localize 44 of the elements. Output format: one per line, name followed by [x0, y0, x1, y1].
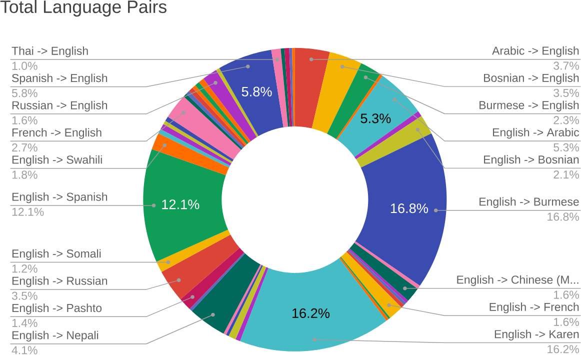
data-label: 1.6%: [554, 318, 579, 326]
data-label: 3.7%: [554, 62, 579, 70]
data-label: 3.5%: [12, 292, 38, 300]
data-label: 4.1%: [12, 346, 38, 354]
slice-label: English -> Bosnian: [484, 155, 579, 166]
slice-label: French -> English: [12, 128, 102, 139]
slice-label: Thai -> English: [12, 46, 88, 58]
slice-label: English -> Spanish: [12, 192, 108, 204]
data-label: 16.8%: [390, 203, 428, 214]
slice-label: English -> Burmese: [480, 197, 579, 208]
slice-label: English -> Swahili: [12, 155, 102, 166]
slice-label: English -> Nepali: [12, 330, 98, 342]
text: 5.8%: [12, 88, 38, 98]
data-label: 5.3%: [360, 113, 391, 124]
text: 5.3%: [554, 143, 579, 152]
slice-label: Burmese -> English: [480, 100, 579, 112]
data-label: 2.3%: [554, 116, 579, 124]
data-label: 1.8%: [12, 170, 38, 179]
data-label: 1.2%: [12, 264, 38, 273]
data-label: 1.6%: [554, 290, 579, 299]
slice-label: English -> Karen: [494, 330, 579, 340]
data-label: 1.4%: [12, 318, 38, 327]
slice-label: English -> Russian: [12, 276, 108, 288]
data-label: 2.1%: [554, 170, 579, 178]
data-label: 1.6%: [12, 116, 38, 124]
slice-label: English -> Arabic: [492, 128, 580, 139]
chart-title: Total Language Pairs: [0, 0, 166, 16]
slice-label: English -> French: [490, 302, 579, 314]
data-label: 3.5%: [554, 88, 579, 97]
text: 16.8%: [548, 212, 579, 221]
text: 12.1%: [12, 208, 44, 216]
data-label: 2.7%: [12, 143, 38, 152]
slice-label: English -> Pashto: [12, 304, 102, 314]
slice-label: Spanish -> English: [12, 74, 108, 84]
text: 16.2%: [548, 344, 579, 354]
slice-label: Arabic -> English: [492, 46, 579, 57]
slice-label: Russian -> English: [12, 100, 108, 112]
data-label: 12.1%: [162, 199, 200, 210]
data-label: 1.0%: [12, 62, 38, 70]
slice-label: English -> Chinese (M...: [457, 275, 578, 286]
slice-label: English -> Somali: [12, 249, 101, 260]
slice-label: Bosnian -> English: [484, 73, 579, 84]
data-label: 5.8%: [242, 86, 272, 96]
data-label: 16.2%: [292, 308, 330, 318]
